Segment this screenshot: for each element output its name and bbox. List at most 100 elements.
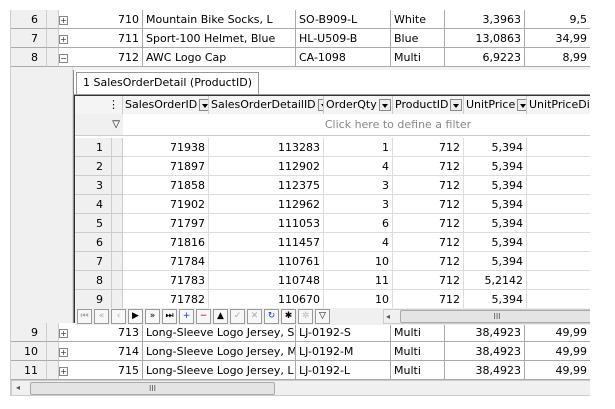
expand-cell[interactable]: + — [59, 10, 73, 29]
column-header-label: SalesOrderID — [125, 98, 198, 111]
detail-cell: 712 — [393, 233, 464, 252]
detail-row[interactable]: 6 71816 111457 4 712 5,394 — [75, 233, 590, 252]
row-indicator[interactable]: 8 — [75, 271, 112, 290]
detail-cell: 112962 — [209, 195, 324, 214]
scroll-left-icon[interactable]: ◂ — [386, 312, 391, 321]
bookmark-icon[interactable]: ✱ — [281, 309, 296, 324]
row-indicator[interactable]: 4 — [75, 195, 112, 214]
detail-row[interactable]: 9 71782 110670 10 712 5,394 — [75, 290, 590, 309]
collapse-icon[interactable]: − — [59, 54, 68, 63]
row-indicator[interactable]: 11 — [11, 361, 47, 380]
detail-cell: 110670 — [209, 290, 324, 309]
detail-cell: 5,2142 — [464, 271, 527, 290]
row-indicator[interactable]: 9 — [75, 290, 112, 309]
table-row[interactable]: 8 −712 AWC Logo Cap CA-1098 Multi 6,9223 8,99 — [11, 48, 590, 67]
prev-page-icon[interactable]: « — [94, 309, 109, 324]
prev-icon[interactable]: ‹ — [111, 309, 126, 324]
column-header[interactable]: SalesOrderID — [123, 96, 209, 114]
row-indicator[interactable]: 2 — [75, 157, 112, 176]
row-indicator[interactable]: 7 — [75, 252, 112, 271]
scroll-left-icon[interactable]: ◂ — [16, 383, 21, 392]
row-indicator[interactable]: 7 — [11, 29, 47, 48]
table-row[interactable]: 11 +715 Long-Sleeve Logo Jersey, L LJ-0192-… — [11, 361, 590, 380]
detail-row[interactable]: 2 71897 112902 4 712 5,394 — [75, 157, 590, 176]
expand-cell[interactable]: + — [59, 361, 73, 380]
row-indicator[interactable]: 3 — [75, 176, 112, 195]
standard-cost-cell: 13,0863 — [445, 29, 525, 48]
scroll-thumb[interactable]: III — [400, 310, 590, 323]
expand-icon[interactable]: + — [59, 329, 68, 338]
product-id-cell: 711 — [73, 29, 143, 48]
row-indicator[interactable]: 1 — [75, 138, 112, 157]
expand-icon[interactable]: + — [59, 35, 68, 44]
detail-cell: 71938 — [123, 138, 209, 157]
row-indicator[interactable]: 8 — [11, 48, 47, 67]
delete-icon[interactable]: − — [196, 309, 211, 324]
refresh-icon[interactable]: ↻ — [264, 309, 279, 324]
filter-icon[interactable]: ▽ — [315, 309, 330, 324]
detail-cell — [527, 176, 590, 195]
expand-cell[interactable]: + — [59, 323, 73, 342]
row-indicator[interactable]: 10 — [11, 342, 47, 361]
dropdown-icon[interactable] — [199, 99, 208, 111]
standard-cost-cell: 3,3963 — [445, 10, 525, 29]
detail-row[interactable]: 3 71858 112375 3 712 5,394 — [75, 176, 590, 195]
expand-icon[interactable]: + — [59, 367, 68, 376]
column-chooser[interactable]: ⋮ — [75, 96, 123, 114]
filter-placeholder[interactable]: Click here to define a filter — [324, 118, 472, 131]
column-header[interactable]: UnitPrice — [464, 96, 527, 114]
detail-cell: 71816 — [123, 233, 209, 252]
scroll-thumb[interactable]: III — [30, 382, 275, 395]
dropdown-icon[interactable] — [378, 99, 391, 111]
detail-horizontal-scrollbar[interactable]: ◂ III — [383, 309, 590, 324]
column-header[interactable]: UnitPriceDisc — [527, 96, 590, 114]
detail-cell: 4 — [324, 157, 393, 176]
detail-row[interactable]: 1 71938 113283 1 712 5,394 — [75, 138, 590, 157]
expand-icon[interactable]: + — [59, 16, 68, 25]
insert-icon[interactable]: + — [179, 309, 194, 324]
product-id-cell: 715 — [73, 361, 143, 380]
dropdown-icon[interactable] — [450, 99, 463, 111]
expand-cell[interactable]: − — [59, 48, 73, 67]
detail-cell: 5,394 — [464, 214, 527, 233]
detail-cell: 712 — [393, 290, 464, 309]
detail-cell: 112902 — [209, 157, 324, 176]
table-row[interactable]: 6 +710 Mountain Bike Socks, L SO-B909-L Whit… — [11, 10, 590, 29]
detail-row[interactable]: 7 71784 110761 10 712 5,394 — [75, 252, 590, 271]
first-icon[interactable]: ⏮ — [77, 309, 92, 324]
last-icon[interactable]: ⏭ — [162, 309, 177, 324]
row-indicator[interactable]: 9 — [11, 323, 47, 342]
expand-cell[interactable]: + — [59, 342, 73, 361]
column-header[interactable]: OrderQty — [324, 96, 393, 114]
next-icon[interactable]: ▶ — [128, 309, 143, 324]
column-header[interactable]: SalesOrderDetailID — [209, 96, 324, 114]
goto-bookmark-icon[interactable]: ✲ — [298, 309, 313, 324]
edit-icon[interactable]: ▲ — [213, 309, 228, 324]
column-header[interactable]: ProductID — [393, 96, 464, 114]
expand-icon[interactable]: + — [59, 348, 68, 357]
detail-row[interactable]: 5 71797 111053 6 712 5,394 — [75, 214, 590, 233]
row-subindicator — [47, 10, 59, 29]
table-row[interactable]: 9 +713 Long-Sleeve Logo Jersey, S LJ-0192-S… — [11, 323, 590, 342]
detail-cell: 712 — [393, 271, 464, 290]
dropdown-icon[interactable] — [317, 99, 323, 111]
row-indicator[interactable]: 5 — [75, 214, 112, 233]
detail-row[interactable]: 8 71783 110748 11 712 5,2142 — [75, 271, 590, 290]
tab-salesorderdetail[interactable]: 1 SalesOrderDetail (ProductID) — [76, 72, 259, 94]
post-icon[interactable]: ✓ — [230, 309, 245, 324]
expand-cell[interactable]: + — [59, 29, 73, 48]
row-indicator[interactable]: 6 — [75, 233, 112, 252]
detail-row[interactable]: 4 71902 112962 3 712 5,394 — [75, 195, 590, 214]
table-row[interactable]: 7 +711 Sport-100 Helmet, Blue HL-U509-B Blue… — [11, 29, 590, 48]
dropdown-icon[interactable] — [517, 99, 526, 111]
product-number-cell: LJ-0192-L — [296, 361, 391, 380]
table-row[interactable]: 10 +714 Long-Sleeve Logo Jersey, M LJ-0192-… — [11, 342, 590, 361]
record-navigator: ⏮ «‹ ▶» ⏭ + − ▲ ✓ ✕ ↻ ✱ ✲ ▽ ◂ III — [75, 308, 590, 325]
cancel-icon[interactable]: ✕ — [247, 309, 262, 324]
detail-cell: 5,394 — [464, 290, 527, 309]
next-page-icon[interactable]: » — [145, 309, 160, 324]
detail-cell: 712 — [393, 252, 464, 271]
filter-row[interactable]: ▽ Click here to define a filter — [75, 114, 590, 136]
horizontal-scrollbar[interactable]: ◂ III — [11, 380, 590, 396]
row-indicator[interactable]: 6 — [11, 10, 47, 29]
